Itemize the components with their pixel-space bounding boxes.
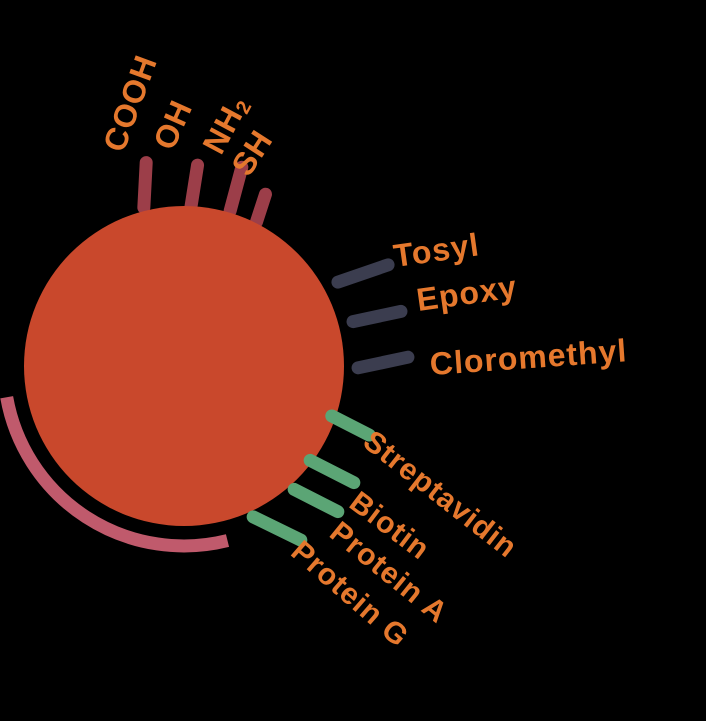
arc-stroke bbox=[0, 396, 230, 553]
cooh-stick bbox=[136, 155, 153, 215]
microsphere-bead bbox=[24, 206, 344, 526]
